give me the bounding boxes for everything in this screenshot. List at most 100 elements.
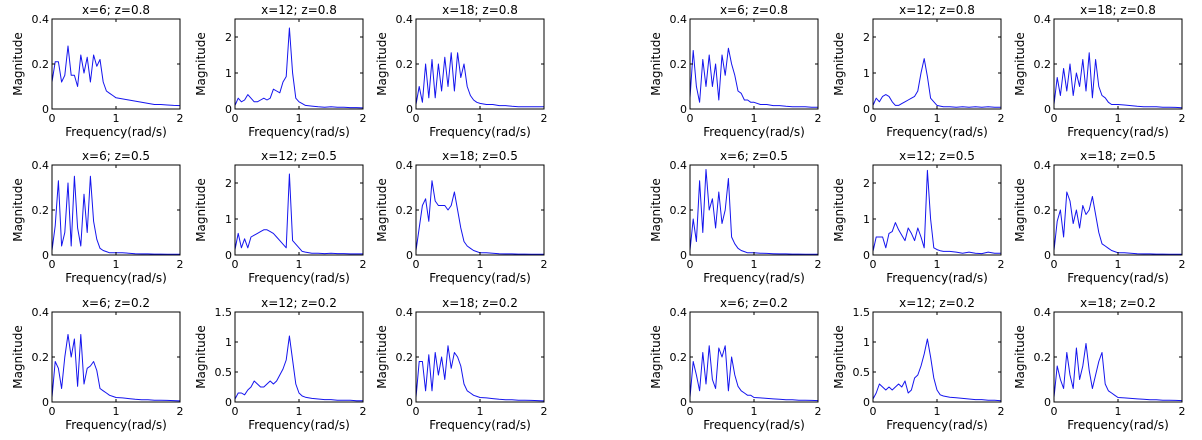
x-tick-label: 0 (870, 112, 877, 125)
subplot-15: 0 1 2 0 0.2 0.4 x=18; z=0.5 Frequency(rad/s) Mag… (1013, 149, 1186, 285)
y-tick-label: 0.2 (396, 58, 414, 71)
subplot-title: x=6; z=0.5 (720, 149, 788, 163)
y-tick-label: 1 (863, 336, 870, 349)
x-tick-label: 1 (934, 112, 941, 125)
y-tick-label: 0.4 (32, 159, 50, 172)
y-tick-label: 0 (680, 249, 687, 262)
x-tick-label: 0 (870, 258, 877, 271)
x-axis-label: Frequency(rad/s) (1067, 418, 1169, 432)
y-tick-label: 0 (406, 396, 413, 409)
x-tick-label: 0 (870, 405, 877, 418)
y-tick-label: 1.5 (215, 306, 233, 319)
x-tick-label: 2 (815, 258, 822, 271)
x-tick-label: 0 (687, 258, 694, 271)
x-tick-label: 2 (1179, 258, 1186, 271)
y-tick-label: 0.2 (1034, 58, 1052, 71)
subplot-13: 0 1 2 0 0.2 0.4 x=6; z=0.5 Frequency(rad/s) Magn… (649, 149, 822, 285)
subplot-title: x=18; z=0.5 (442, 149, 518, 163)
subplot-4: 0 1 2 0 0.2 0.4 x=6; z=0.5 Frequency(rad/s) Magn… (11, 149, 184, 285)
y-axis-label: Magnitude (649, 325, 663, 389)
x-axis-label: Frequency(rad/s) (429, 125, 531, 139)
subplot-title: x=18; z=0.5 (1080, 149, 1156, 163)
subplot-2: 0 1 2 0 1 2 x=12; z=0.8 Frequency(rad/s) Magnitu… (194, 3, 367, 139)
axes-frame (872, 18, 1002, 110)
y-tick-label: 1 (225, 67, 232, 80)
x-tick-label: 0 (49, 258, 56, 271)
x-tick-label: 2 (177, 258, 184, 271)
y-tick-label: 0.2 (670, 204, 688, 217)
x-tick-label: 1 (1115, 112, 1122, 125)
x-axis-label: Frequency(rad/s) (1067, 125, 1169, 139)
y-tick-label: 0.4 (670, 159, 688, 172)
subplot-16: 0 1 2 0 0.2 0.4 x=6; z=0.2 Frequency(rad/s) Magn… (649, 296, 822, 432)
y-tick-label: 0 (863, 103, 870, 116)
x-axis-label: Frequency(rad/s) (65, 271, 167, 285)
subplot-11: 0 1 2 0 1 2 x=12; z=0.8 Frequency(rad/s) Magnitu… (832, 3, 1005, 139)
y-axis-label: Magnitude (832, 178, 846, 242)
x-tick-label: 2 (815, 405, 822, 418)
subplot-title: x=18; z=0.2 (442, 296, 518, 310)
series-line (415, 180, 544, 255)
y-tick-label: 0 (42, 396, 49, 409)
y-tick-label: 0.2 (1034, 351, 1052, 364)
x-tick-label: 0 (232, 112, 239, 125)
x-tick-label: 0 (49, 112, 56, 125)
y-tick-label: 0.2 (32, 58, 50, 71)
y-axis-label: Magnitude (649, 178, 663, 242)
x-axis-label: Frequency(rad/s) (886, 271, 988, 285)
x-tick-label: 1 (1115, 405, 1122, 418)
subplot-title: x=18; z=0.2 (1080, 296, 1156, 310)
y-tick-label: 0.4 (396, 159, 414, 172)
y-tick-label: 0 (680, 396, 687, 409)
y-axis-label: Magnitude (1013, 178, 1027, 242)
axes-frame (234, 164, 364, 256)
subplot-title: x=12; z=0.2 (899, 296, 975, 310)
y-axis-label: Magnitude (194, 32, 208, 96)
x-tick-label: 0 (1051, 258, 1058, 271)
y-axis-label: Magnitude (832, 32, 846, 96)
y-tick-label: 0 (225, 249, 232, 262)
y-tick-label: 0.2 (32, 351, 50, 364)
axes-frame (51, 18, 181, 110)
series-line (872, 338, 1002, 402)
subplot-title: x=6; z=0.2 (720, 296, 788, 310)
series-line (415, 345, 545, 402)
x-tick-label: 2 (541, 258, 548, 271)
x-tick-label: 1 (477, 405, 484, 418)
axes-frame (1053, 164, 1183, 256)
subplot-6: 0 1 2 0 0.2 0.4 x=18; z=0.5 Frequency(rad/s) Mag… (375, 149, 548, 285)
x-axis-label: Frequency(rad/s) (886, 125, 988, 139)
y-tick-label: 0.4 (32, 13, 50, 26)
series-line (689, 47, 818, 108)
x-tick-label: 0 (232, 405, 239, 418)
y-tick-label: 0.2 (670, 58, 688, 71)
x-tick-label: 2 (998, 405, 1005, 418)
subplot-18: 0 1 2 0 0.2 0.4 x=18; z=0.2 Frequency(rad/s) Mag… (1013, 296, 1186, 432)
series-line (51, 175, 180, 255)
x-axis-label: Frequency(rad/s) (248, 125, 350, 139)
subplot-title: x=18; z=0.8 (1080, 3, 1156, 17)
y-tick-label: 0.4 (1034, 13, 1052, 26)
y-axis-label: Magnitude (1013, 32, 1027, 96)
x-axis-label: Frequency(rad/s) (703, 418, 805, 432)
x-tick-label: 1 (113, 258, 120, 271)
y-tick-label: 0.4 (1034, 306, 1052, 319)
x-tick-label: 0 (1051, 405, 1058, 418)
y-axis-label: Magnitude (375, 178, 389, 242)
x-tick-label: 1 (751, 258, 758, 271)
series-line (415, 52, 544, 108)
subplot-3: 0 1 2 0 0.2 0.4 x=18; z=0.8 Frequency(rad/s) Mag… (375, 3, 548, 139)
y-axis-label: Magnitude (375, 325, 389, 389)
y-tick-label: 0.4 (670, 306, 688, 319)
x-axis-label: Frequency(rad/s) (248, 418, 350, 432)
x-tick-label: 1 (751, 405, 758, 418)
x-tick-label: 1 (751, 112, 758, 125)
y-tick-label: 1.5 (853, 306, 871, 319)
subplot-title: x=6; z=0.8 (82, 3, 150, 17)
subplot-title: x=12; z=0.5 (899, 149, 975, 163)
subplot-10: 0 1 2 0 0.2 0.4 x=6; z=0.8 Frequency(rad/s) Magn… (649, 3, 822, 139)
series-line (1053, 191, 1182, 255)
x-tick-label: 2 (177, 405, 184, 418)
y-tick-label: 0 (42, 103, 49, 116)
y-tick-label: 0.4 (32, 306, 50, 319)
